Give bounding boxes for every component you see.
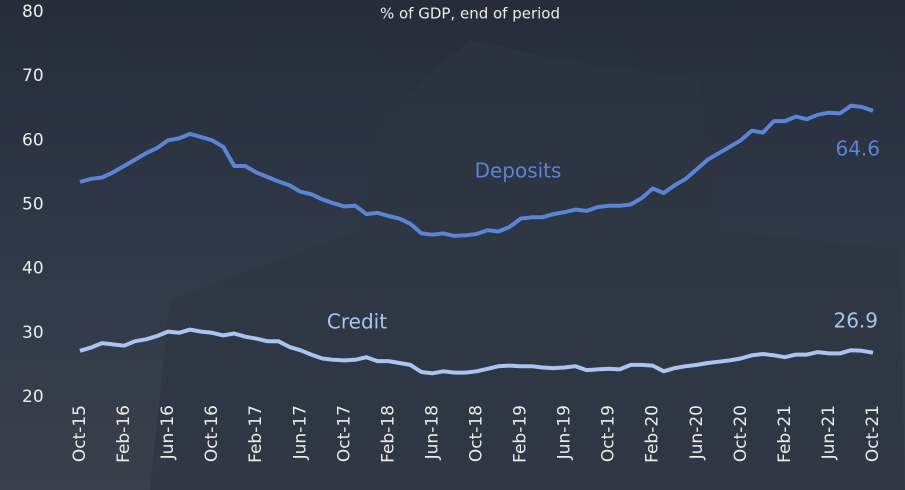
y-tick-label: 20 [22, 387, 44, 407]
x-tick-label: Jun-20 [687, 405, 707, 460]
x-tick-label: Jun-21 [819, 405, 839, 460]
y-tick-label: 60 [22, 130, 44, 150]
x-tick-label: Feb-19 [511, 405, 531, 463]
x-tick-label: Oct-19 [599, 405, 619, 462]
y-tick-label: 50 [22, 195, 44, 215]
x-tick-label: Oct-21 [863, 405, 883, 462]
series-label: Deposits [475, 159, 562, 183]
x-tick-label: Oct-18 [467, 405, 487, 462]
x-tick-label: Oct-20 [731, 405, 751, 462]
chart-subtitle: % of GDP, end of period [380, 5, 560, 23]
end-value-label: 26.9 [833, 309, 878, 333]
x-tick-label: Feb-16 [114, 405, 134, 463]
x-tick-label: Jun-16 [158, 405, 178, 460]
series-label: Credit [327, 310, 387, 334]
x-tick-label: Feb-18 [378, 405, 398, 463]
x-tick-label: Jun-18 [422, 405, 442, 460]
chart: % of GDP, end of period Deposits Credit … [0, 0, 905, 490]
y-tick-label: 40 [22, 259, 44, 279]
x-tick-label: Feb-17 [246, 405, 266, 463]
x-tick-label: Oct-15 [70, 405, 90, 462]
x-tick-label: Feb-20 [643, 405, 663, 463]
x-tick-label: Jun-19 [555, 405, 575, 460]
y-tick-label: 30 [22, 323, 44, 343]
end-value-label: 64.6 [835, 137, 880, 161]
x-tick-label: Jun-17 [290, 405, 310, 460]
y-tick-label: 80 [22, 2, 44, 22]
x-tick-label: Feb-21 [775, 405, 795, 463]
x-tick-label: Oct-17 [334, 405, 354, 462]
x-tick-label: Oct-16 [202, 405, 222, 462]
y-tick-label: 70 [22, 66, 44, 86]
